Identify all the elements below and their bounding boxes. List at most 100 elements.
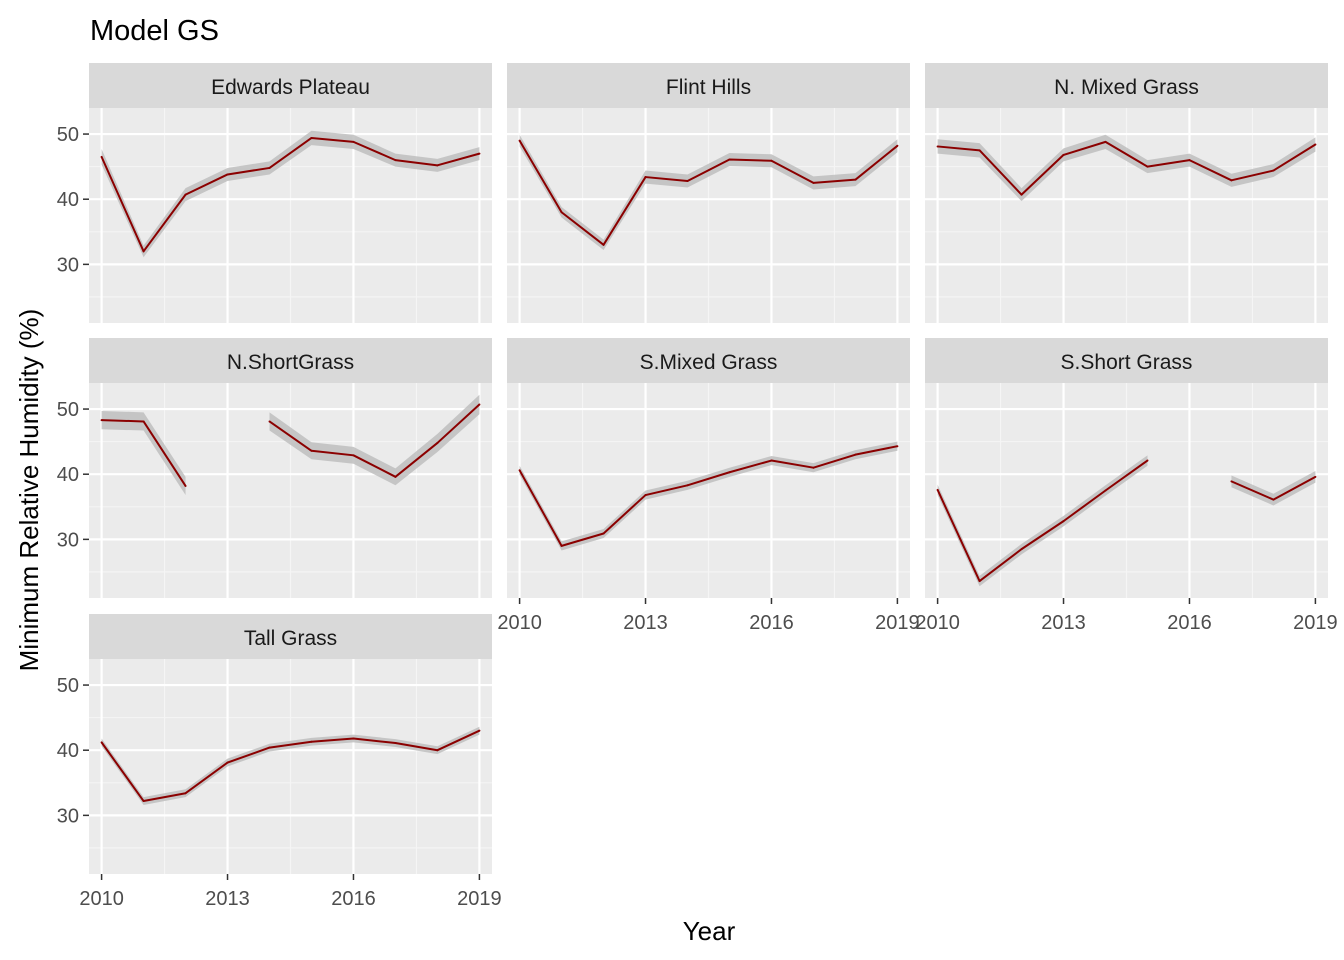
strip-label: S.Short Grass xyxy=(1061,351,1193,374)
series-line xyxy=(936,459,1149,583)
data-point xyxy=(686,484,689,487)
data-point xyxy=(184,484,187,487)
strip-background xyxy=(925,338,1328,383)
strip-background xyxy=(89,338,492,383)
data-point xyxy=(1230,179,1233,182)
x-tick-label: 2013 xyxy=(623,612,668,634)
series-line xyxy=(100,729,480,803)
chart-title: Model GS xyxy=(90,15,219,47)
data-point xyxy=(1062,153,1065,156)
data-point xyxy=(518,469,521,472)
data-point xyxy=(478,729,481,732)
x-tick-label: 2016 xyxy=(749,612,794,634)
panel-s-mixed-grass: S.Mixed Grass 2010 2013 2016 2019 xyxy=(497,338,920,634)
y-tick-label: 40 xyxy=(57,464,79,486)
data-point xyxy=(310,136,313,139)
y-tick-label: 40 xyxy=(57,189,79,211)
y-tick-label: 50 xyxy=(57,124,79,146)
data-point xyxy=(1230,480,1233,483)
facet-panels: Edwards Plateau 30 40 50 Flint Hills N. Mixed… xyxy=(57,63,1338,910)
panel-flint-hills: Flint Hills xyxy=(507,63,910,323)
data-point xyxy=(854,178,857,181)
x-axis-title: Year xyxy=(683,916,736,946)
series-line xyxy=(100,136,480,253)
strip-label: Edwards Plateau xyxy=(211,76,370,99)
data-point xyxy=(268,420,271,423)
series-line xyxy=(268,403,481,478)
data-point xyxy=(936,145,939,148)
data-point xyxy=(1314,143,1317,146)
series-line xyxy=(518,445,898,547)
data-point xyxy=(1020,548,1023,551)
data-point xyxy=(770,159,773,162)
x-tick-label: 2013 xyxy=(1041,612,1086,634)
data-point xyxy=(1146,459,1149,462)
data-point xyxy=(352,737,355,740)
x-tick-label: 2016 xyxy=(331,888,376,910)
data-point xyxy=(518,139,521,142)
data-point xyxy=(436,441,439,444)
y-tick-label: 50 xyxy=(57,675,79,697)
x-tick-label: 2010 xyxy=(915,612,960,634)
data-point xyxy=(1104,489,1107,492)
series-line xyxy=(937,140,1316,196)
data-point xyxy=(142,420,145,423)
data-point xyxy=(896,144,899,147)
x-tick-label: 2019 xyxy=(457,888,502,910)
data-point xyxy=(352,454,355,457)
data-point xyxy=(770,459,773,462)
y-tick-label: 50 xyxy=(57,399,79,421)
x-tick-label: 2016 xyxy=(1167,612,1212,634)
data-point xyxy=(978,580,981,583)
data-point xyxy=(394,742,397,745)
strip-background xyxy=(507,338,910,383)
data-point xyxy=(854,453,857,456)
data-point xyxy=(1146,165,1149,168)
data-point xyxy=(478,403,481,406)
strip-label: N. Mixed Grass xyxy=(1054,76,1199,99)
data-point xyxy=(100,741,103,744)
data-point xyxy=(226,173,229,176)
data-point xyxy=(1020,193,1023,196)
panel-tall-grass: Tall Grass 30 40 50 2010 2013 2016 2019 xyxy=(57,614,502,910)
y-tick-label: 30 xyxy=(57,529,79,551)
data-point xyxy=(728,158,731,161)
y-tick-label: 30 xyxy=(57,805,79,827)
strip-background xyxy=(925,63,1328,108)
data-point xyxy=(936,488,939,491)
data-point xyxy=(268,166,271,169)
data-point xyxy=(644,494,647,497)
data-point xyxy=(352,140,355,143)
data-point xyxy=(226,761,229,764)
data-point xyxy=(310,449,313,452)
data-point xyxy=(394,159,397,162)
y-axis-title: Minimum Relative Humidity (%) xyxy=(14,309,44,672)
strip-background xyxy=(507,63,910,108)
strip-label: S.Mixed Grass xyxy=(640,351,778,374)
y-tick-label: 30 xyxy=(57,254,79,276)
data-point xyxy=(100,155,103,158)
data-point xyxy=(184,792,187,795)
strip-background xyxy=(89,63,492,108)
panel-n-shortgrass: N.ShortGrass 30 40 50 xyxy=(57,338,492,598)
x-tick-label: 2019 xyxy=(1293,612,1338,634)
x-tick-label: 2010 xyxy=(497,612,542,634)
data-point xyxy=(1314,475,1317,478)
data-point xyxy=(142,250,145,253)
x-tick-label: 2013 xyxy=(205,888,250,910)
data-point xyxy=(268,746,271,749)
y-tick-label: 40 xyxy=(57,740,79,762)
data-point xyxy=(602,243,605,246)
data-point xyxy=(728,471,731,474)
series-line xyxy=(518,140,899,246)
data-point xyxy=(978,149,981,152)
data-point xyxy=(560,544,563,547)
strip-label: N.ShortGrass xyxy=(227,351,354,374)
data-point xyxy=(1272,498,1275,501)
data-point xyxy=(394,475,397,478)
data-point xyxy=(436,749,439,752)
data-point xyxy=(184,193,187,196)
data-point xyxy=(310,740,313,743)
data-point xyxy=(560,211,563,214)
